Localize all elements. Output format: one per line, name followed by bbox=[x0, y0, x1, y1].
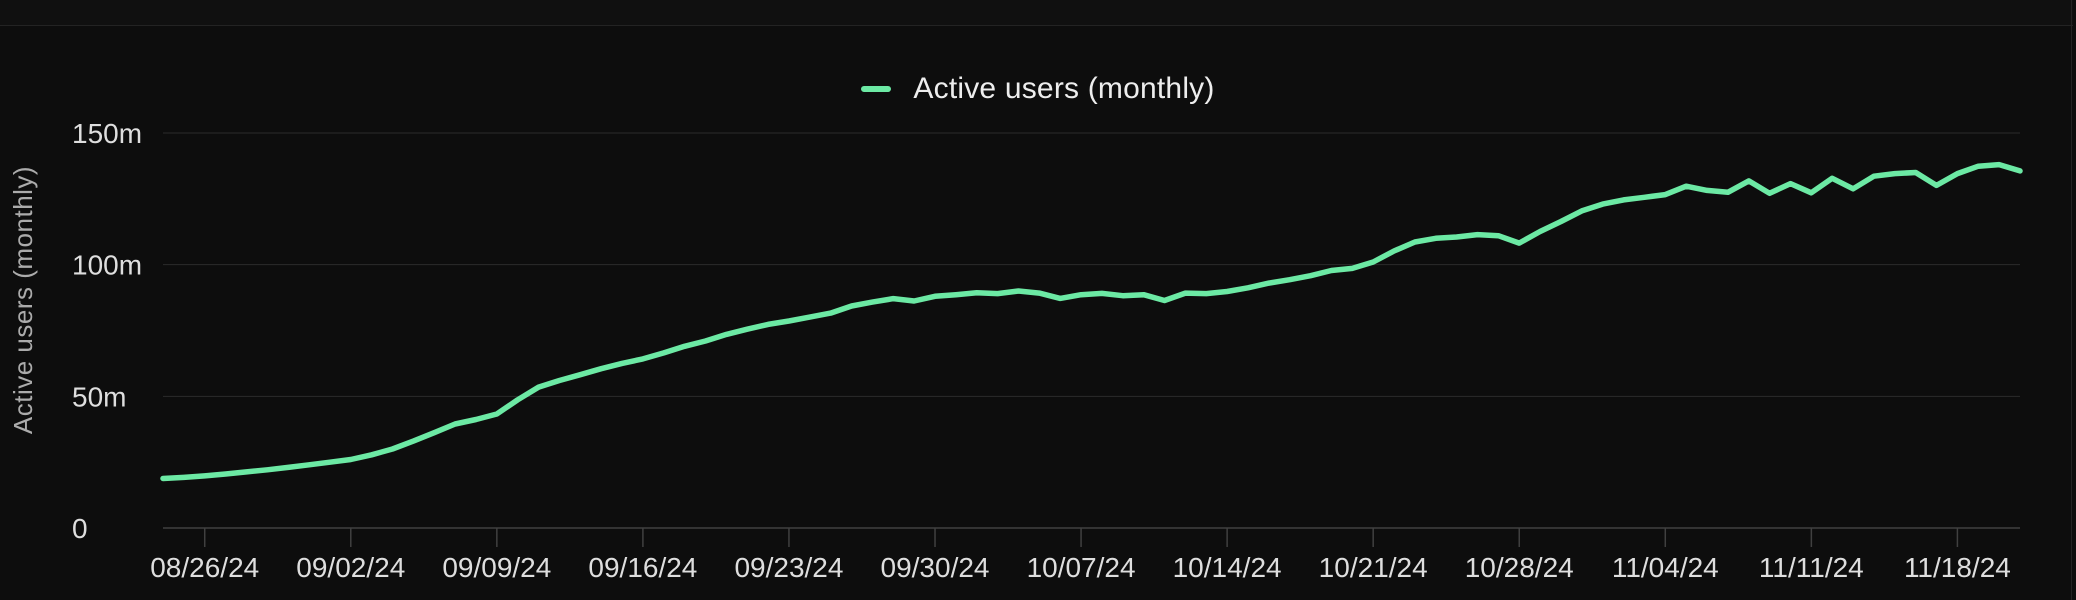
y-tick-label: 50m bbox=[72, 381, 126, 412]
x-tick-label: 09/16/24 bbox=[588, 552, 697, 583]
y-tick-label: 0 bbox=[72, 513, 88, 544]
x-tick-label: 10/07/24 bbox=[1027, 552, 1136, 583]
top-bar bbox=[0, 0, 2073, 25]
legend-line-swatch[interactable] bbox=[861, 86, 892, 92]
top-divider-line bbox=[0, 25, 2073, 26]
active-users-series-line[interactable] bbox=[160, 161, 2023, 482]
x-tick-label: 11/11/24 bbox=[1759, 552, 1864, 583]
y-axis-labels: 0 50m 100m 150m bbox=[72, 118, 142, 544]
chart-legend: Active users (monthly) bbox=[0, 72, 2076, 106]
legend-label[interactable]: Active users (monthly) bbox=[913, 72, 1215, 105]
x-tick-label: 08/26/24 bbox=[150, 552, 259, 583]
x-tick-label: 10/28/24 bbox=[1465, 552, 1574, 583]
x-tick-label: 11/18/24 bbox=[1904, 552, 2011, 583]
x-tick-label: 10/14/24 bbox=[1173, 552, 1282, 583]
y-tick-label: 100m bbox=[72, 250, 142, 281]
right-edge-border bbox=[2071, 0, 2072, 600]
x-axis-ticks bbox=[203, 528, 1959, 547]
x-tick-label: 11/04/24 bbox=[1612, 552, 1719, 583]
x-tick-label: 09/09/24 bbox=[442, 552, 551, 583]
x-tick-label: 09/23/24 bbox=[734, 552, 843, 583]
gridlines bbox=[163, 132, 2020, 529]
x-tick-label: 10/21/24 bbox=[1319, 552, 1428, 583]
y-axis-title: Active users (monthly) bbox=[8, 166, 38, 434]
y-tick-label: 150m bbox=[72, 118, 142, 149]
x-tick-label: 09/30/24 bbox=[881, 552, 990, 583]
x-axis-labels: 08/26/24 09/02/24 09/09/24 09/16/24 09/23/24… bbox=[150, 552, 2011, 583]
x-tick-label: 09/02/24 bbox=[296, 552, 405, 583]
